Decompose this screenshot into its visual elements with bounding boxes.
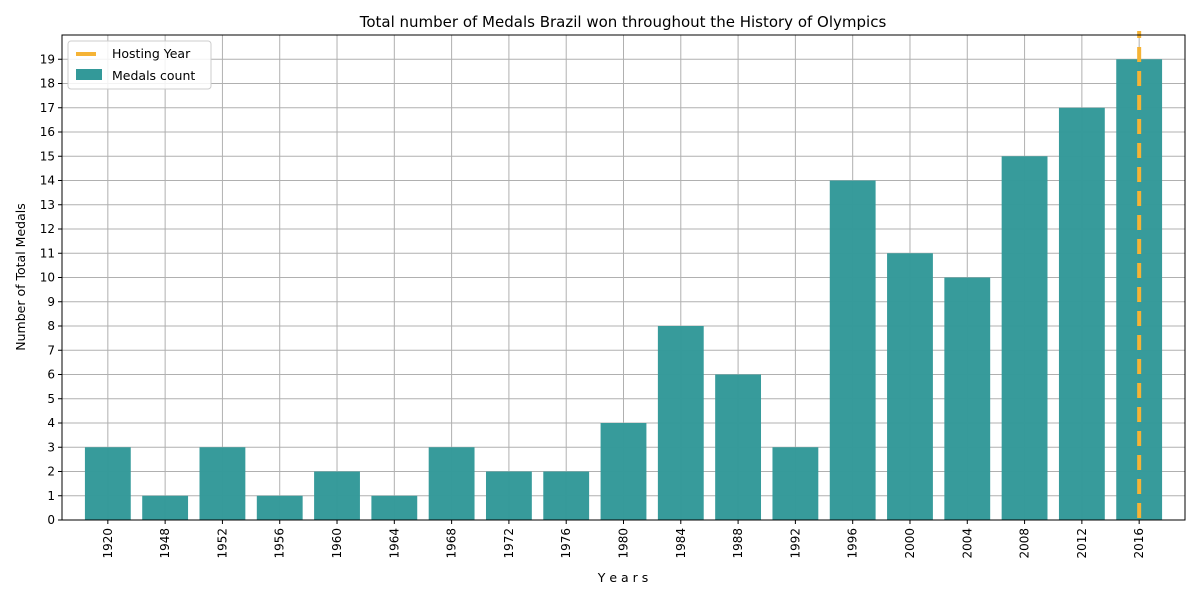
bar-1996 [829,180,876,520]
y-tick-label: 4 [47,416,55,430]
y-tick-label: 14 [40,174,55,188]
x-tick-label: 1980 [617,528,631,559]
x-tick-label: 1948 [158,528,172,559]
bar-1948 [142,495,189,520]
bar-1972 [485,471,532,520]
bar-2012 [1058,107,1105,520]
y-tick-label: 7 [47,343,55,357]
x-axis-label: Y e a r s [597,570,649,585]
x-tick-label: 1920 [101,528,115,559]
chart-title: Total number of Medals Brazil won throug… [359,13,887,31]
y-tick-label: 12 [40,222,55,236]
bar-1964 [371,495,418,520]
x-tick-label: 2016 [1132,528,1146,559]
x-axis-ticks: 1920 1948 1952 1956 1960 1964 1968 1972 1976 1980… [101,520,1146,559]
x-tick-label: 1984 [674,528,688,559]
x-tick-label: 1992 [788,528,802,559]
y-tick-label: 17 [40,101,55,115]
x-tick-label: 1996 [846,528,860,559]
bar-2000 [887,253,933,520]
legend-hosting-label: Hosting Year [112,46,191,61]
x-tick-label: 1964 [387,528,401,559]
x-tick-label: 2008 [1018,528,1032,559]
y-tick-label: 1 [47,489,55,503]
y-tick-label: 15 [40,149,55,163]
legend-medals-label: Medals count [112,68,195,83]
x-tick-label: 1968 [445,528,459,559]
y-tick-label: 2 [47,465,55,479]
y-tick-label: 18 [40,77,55,91]
y-tick-label: 13 [40,198,55,212]
bar-2004 [944,277,991,520]
bar-1980 [600,423,647,520]
bar-1992 [772,447,819,520]
bar-1956 [256,495,303,520]
y-tick-label: 0 [47,513,55,527]
y-tick-label: 5 [47,392,55,406]
y-tick-label: 16 [40,125,55,139]
legend: Hosting Year Medals count [67,40,212,90]
y-tick-label: 11 [40,246,55,260]
x-tick-label: 2012 [1075,528,1089,559]
x-tick-label: 1952 [215,528,229,559]
bar-1968 [428,447,475,520]
x-tick-label: 1988 [731,528,745,559]
legend-box [67,40,212,90]
x-tick-label: 1972 [502,528,516,559]
x-tick-label: 2000 [903,528,917,559]
bar-1984 [657,326,704,520]
y-axis-label: Number of Total Medals [13,203,28,350]
bar-2008 [1001,156,1048,520]
y-tick-label: 10 [40,271,55,285]
legend-medals-swatch [76,69,102,80]
y-tick-label: 9 [47,295,55,309]
y-tick-label: 3 [47,440,55,454]
y-tick-label: 6 [47,368,55,382]
bar-1960 [314,471,360,520]
bar-1920 [84,447,131,520]
x-tick-label: 1956 [273,528,287,559]
x-tick-label: 1976 [559,528,573,559]
x-tick-label: 2004 [960,528,974,559]
bar-1988 [715,374,762,520]
bar-1952 [199,447,246,520]
y-tick-label: 8 [47,319,55,333]
bar-1976 [543,471,590,520]
x-tick-label: 1960 [330,528,344,559]
y-tick-label: 19 [40,52,55,66]
